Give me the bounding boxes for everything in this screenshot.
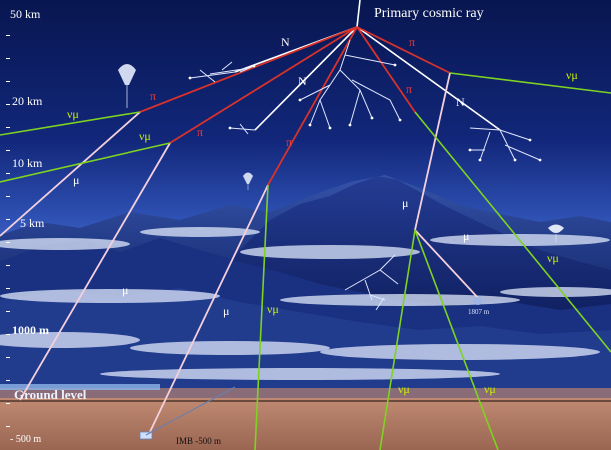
detector-icon [139,431,153,440]
balloon-icon [118,64,136,108]
detector-cable [145,386,236,436]
label-muon-neutrino: νμ [566,68,578,82]
label-muon: μ [463,229,469,243]
label-nucleon: N [298,74,307,88]
label-muon-neutrino: νμ [139,129,151,143]
altitude-label-minus500m: - 500 m [10,434,41,445]
lower-ridges [0,288,611,392]
label-pion: π [197,125,203,139]
balloon-icon [243,172,253,190]
label-muon-neutrino: νμ [484,382,496,396]
altitude-label-10km: 10 km [12,156,43,170]
label-muon: μ [122,283,128,297]
balloon-icon [548,224,564,242]
altitude-label-5km: 5 km [20,216,45,230]
neutrino-tracks [0,72,611,450]
detector-label-imb: IMB -500 m [176,436,221,446]
muon-tracks [0,72,481,437]
label-muon-neutrino: νμ [267,302,279,316]
label-pion: π [409,35,415,49]
altitude-label-ground: Ground level [14,387,87,402]
secondary-showers [189,39,541,311]
detector-label-mountain: 1807 m [468,308,490,316]
shower-end-dots [188,63,542,162]
altitude-label-20km: 20 km [12,94,43,108]
label-muon-neutrino: νμ [67,107,79,121]
underground [0,398,611,450]
lake [0,384,160,390]
label-pion: π [150,89,156,103]
label-pion: π [406,82,412,96]
label-pion: π [286,135,292,149]
diagram-title: Primary cosmic ray [374,6,484,21]
detector-icon [474,297,482,305]
label-nucleon: N [281,35,290,49]
altitude-label-1000m: 1000 m [12,323,49,337]
ground-band [0,388,611,400]
pion-tracks [139,26,451,186]
label-muon-neutrino: νμ [547,251,559,265]
label-muon: μ [402,196,408,210]
ground-level-divider [0,400,611,402]
label-muon-neutrino: νμ [398,382,410,396]
altitude-label-50km: 50 km [10,7,41,21]
label-nucleon: N [456,95,465,109]
label-muon: μ [73,173,79,187]
label-muon: μ [223,304,229,318]
